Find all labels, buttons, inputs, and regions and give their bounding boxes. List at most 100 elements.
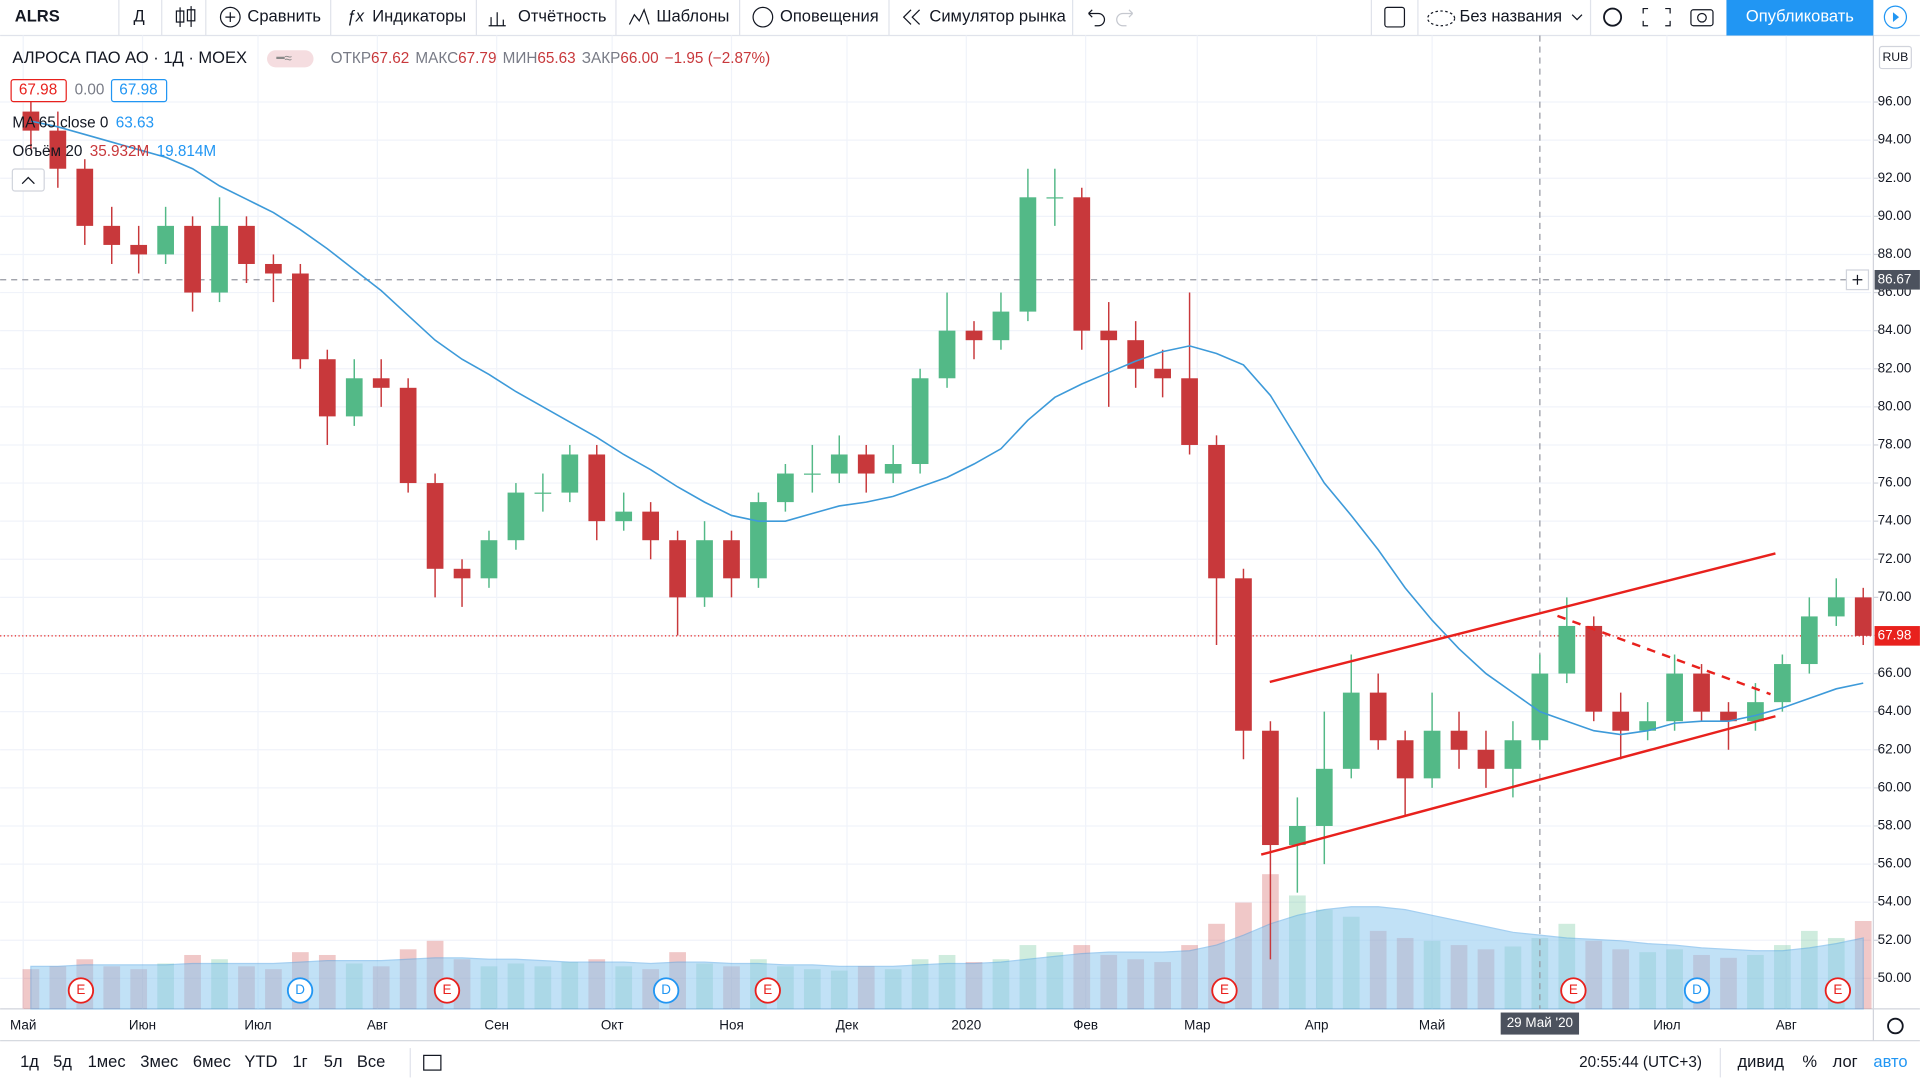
range-button[interactable]: Все	[357, 1052, 385, 1071]
interval[interactable]: Д	[134, 7, 145, 26]
event-marker[interactable]	[1211, 977, 1238, 1004]
y-tick-label: 92.00	[1878, 170, 1912, 185]
goto-date-button[interactable]	[423, 1054, 442, 1071]
legend-title: АЛРОСА ПАО АО · 1Д · MOEX	[12, 48, 247, 67]
toolbar-button[interactable]: Сравнить	[247, 7, 321, 26]
event-marker[interactable]	[1683, 977, 1711, 1004]
candle-body	[884, 464, 902, 474]
event-marker[interactable]	[1560, 977, 1587, 1004]
undo-button[interactable]	[1088, 9, 1106, 27]
toolbar-button[interactable]: Шаблоны	[656, 7, 729, 26]
candle-body	[777, 473, 794, 503]
candle-body	[103, 225, 121, 245]
crosshair-date-box	[1500, 1012, 1580, 1035]
event-marker[interactable]	[754, 977, 781, 1004]
range-button[interactable]: 1д	[20, 1052, 39, 1071]
publish-label[interactable]: Опубликовать	[1746, 7, 1854, 26]
volume-value: 35.932M	[90, 143, 150, 160]
range-button[interactable]: 3мес	[140, 1052, 178, 1071]
candle-body	[1639, 721, 1657, 731]
range-button[interactable]: 5л	[324, 1052, 343, 1071]
candle-body	[1127, 340, 1145, 369]
bid-box[interactable]	[10, 78, 67, 103]
candle-body	[1774, 664, 1791, 703]
event-marker[interactable]	[433, 977, 461, 1004]
indicators-icon: ƒx	[347, 7, 365, 26]
candle-body	[723, 540, 740, 579]
range-button[interactable]: 5д	[53, 1052, 72, 1071]
volume-legend: Объём 20 35.932M 19.814M	[12, 143, 216, 160]
event-marker[interactable]	[652, 977, 680, 1004]
templates-icon	[628, 8, 650, 25]
range-button[interactable]: 6мес	[193, 1052, 231, 1071]
bid: 67.98	[19, 82, 57, 99]
x-tick-label: Окт	[601, 1018, 624, 1033]
event-marker[interactable]	[67, 977, 95, 1004]
replay-button[interactable]	[1883, 5, 1908, 29]
candle-body	[453, 568, 471, 579]
axis-option[interactable]: %	[1802, 1052, 1817, 1071]
y-tick-label: 94.00	[1878, 132, 1912, 147]
candle-body	[1477, 749, 1495, 769]
candle-body	[1100, 330, 1118, 341]
layout-icon[interactable]	[1384, 6, 1406, 28]
axis-option[interactable]: авто	[1873, 1052, 1907, 1071]
y-tick-label: 66.00	[1878, 665, 1912, 680]
redo-button[interactable]	[1116, 9, 1134, 27]
y-tick-label: 88.00	[1878, 246, 1912, 261]
last-price: 67.98	[1878, 627, 1912, 642]
range-button[interactable]: YTD	[244, 1052, 277, 1071]
spread: 0.00	[75, 82, 105, 99]
y-tick-label: 58.00	[1878, 818, 1912, 833]
trend-line-dashed[interactable]	[1557, 614, 1771, 696]
candle-body	[1827, 597, 1845, 617]
toolbar-button[interactable]: Оповещения	[780, 7, 879, 26]
y-tick-label: 52.00	[1878, 932, 1912, 947]
layout-name[interactable]: Без названия	[1460, 7, 1563, 26]
candle-body	[1315, 768, 1333, 826]
snapshot-button[interactable]	[1690, 9, 1714, 27]
y-tick-label: 76.00	[1878, 475, 1912, 490]
legend-value: 65.63	[537, 50, 575, 67]
y-tick-label: 70.00	[1878, 589, 1912, 604]
candle-body	[1423, 730, 1441, 779]
candle-body	[1800, 616, 1818, 665]
axis-option[interactable]: лог	[1833, 1052, 1858, 1071]
compare-icon[interactable]	[219, 6, 241, 28]
fullscreen-button[interactable]	[1642, 7, 1671, 27]
legend-label: МИН	[503, 50, 538, 67]
candle-body	[1073, 197, 1091, 331]
candle-body	[803, 473, 821, 475]
currency-box[interactable]	[1878, 45, 1912, 70]
toolbar-button[interactable]: Симулятор рынка	[929, 7, 1066, 26]
axis-settings[interactable]	[1887, 1017, 1904, 1035]
compare-icon-plus	[225, 12, 236, 23]
x-tick-label: Дек	[836, 1018, 859, 1033]
legend-toggle[interactable]	[267, 50, 314, 68]
toolbar-button[interactable]: Отчётность	[518, 7, 607, 26]
toolbar-button[interactable]: Индикаторы	[372, 7, 466, 26]
chart-style-icon[interactable]	[175, 6, 196, 27]
x-tick-label: Авг	[367, 1018, 388, 1033]
symbol[interactable]: ALRS	[15, 7, 60, 26]
range-button[interactable]: 1г	[292, 1052, 307, 1071]
range-button[interactable]: 1мес	[88, 1052, 126, 1071]
legend-collapse[interactable]	[11, 168, 45, 192]
axis-option[interactable]: дивид	[1737, 1052, 1784, 1071]
dropdown-arrow[interactable]	[1571, 14, 1583, 21]
ask-box[interactable]	[110, 78, 168, 103]
trend-line[interactable]	[1269, 552, 1776, 684]
candle-body	[265, 263, 282, 274]
event-marker[interactable]	[286, 977, 314, 1004]
candle-body	[507, 492, 525, 541]
publish-button[interactable]	[1726, 0, 1874, 36]
candle-body	[130, 244, 148, 255]
y-tick-label: 90.00	[1878, 208, 1912, 223]
event-marker[interactable]	[1824, 977, 1852, 1004]
candle-body	[1369, 692, 1387, 741]
settings-button[interactable]	[1603, 7, 1623, 27]
trend-line[interactable]	[1260, 715, 1776, 856]
ask: 67.98	[119, 82, 157, 99]
moving-average	[30, 120, 1864, 736]
